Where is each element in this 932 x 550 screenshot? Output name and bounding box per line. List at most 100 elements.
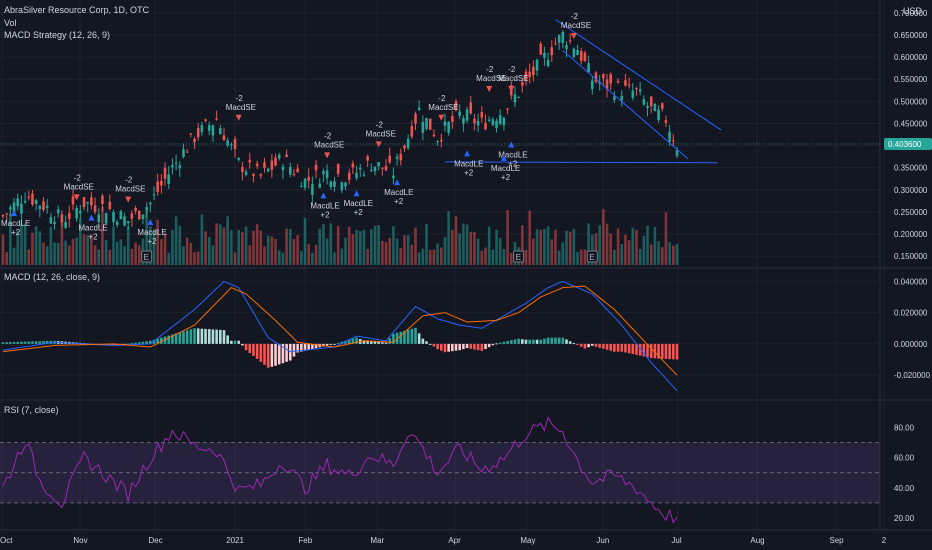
candle-body <box>31 193 34 205</box>
candle-body <box>524 71 528 80</box>
volume-bar <box>557 250 561 265</box>
candle-body <box>193 138 196 143</box>
macd-histogram-bar <box>112 343 115 346</box>
candle-body <box>613 96 616 100</box>
annotation-short-label: MacdSE <box>561 21 591 30</box>
volume-bar <box>307 244 310 265</box>
volume-bar <box>171 229 174 265</box>
volume-bar <box>609 233 612 265</box>
rsi-line <box>2 416 678 524</box>
candle-body <box>56 209 60 214</box>
candle-body <box>123 216 126 226</box>
volume-bar <box>613 249 616 265</box>
macd-histogram-bar <box>167 335 171 344</box>
macd-histogram-bar <box>185 330 189 344</box>
candle-body <box>292 173 296 175</box>
earnings-marker-label: E <box>144 253 149 262</box>
candle-body <box>215 118 218 120</box>
volume-bar <box>163 233 167 265</box>
volume-bar <box>495 229 498 265</box>
candle-body <box>86 202 89 204</box>
volume-bar <box>90 234 93 265</box>
candle-body <box>480 112 484 118</box>
macd-histogram-bar <box>425 341 428 344</box>
price-axis-tick: 0.350000 <box>894 164 928 173</box>
macd-histogram-bar <box>521 339 524 344</box>
volume-bar <box>616 228 620 265</box>
macd-histogram-bar <box>207 329 211 344</box>
volume-bar <box>152 229 156 265</box>
candle-body <box>627 84 631 86</box>
candle-body <box>307 176 310 181</box>
volume-bar <box>631 228 635 265</box>
candle-body <box>631 90 635 98</box>
candle-body <box>672 140 675 142</box>
volume-bar <box>79 218 82 265</box>
volume-bar <box>344 237 347 265</box>
candle-body <box>513 94 517 103</box>
macd-histogram-bar <box>454 343 458 351</box>
candle-body <box>502 117 506 126</box>
volume-bar <box>627 240 631 265</box>
volume-bar <box>447 211 450 265</box>
candle-body <box>351 163 355 168</box>
volume-bar <box>458 233 461 265</box>
candle-body <box>388 155 392 163</box>
volume-bar <box>660 247 664 265</box>
macd-histogram-bar <box>1 342 5 344</box>
macd-histogram-bar <box>270 343 274 367</box>
macd-histogram-bar <box>130 343 134 345</box>
volume-bar <box>377 224 380 265</box>
volume-bar <box>53 242 56 265</box>
price-axis-tick: 0.300000 <box>894 186 928 195</box>
macd-histogram-bar <box>495 343 498 345</box>
candle-body <box>318 183 322 188</box>
volume-bar <box>550 239 554 265</box>
macd-histogram-bar <box>583 343 587 349</box>
candle-body <box>68 213 71 219</box>
candle-body <box>646 105 649 108</box>
volume-bar <box>417 252 421 265</box>
macd-histogram-bar <box>543 338 546 344</box>
volume-bar <box>605 223 609 265</box>
price-axis-tick: 0.650000 <box>894 31 928 40</box>
macd-histogram-bar <box>156 338 159 344</box>
volume-bar <box>539 229 543 265</box>
macd-histogram-bar <box>605 343 609 350</box>
macd-histogram-bar <box>23 341 27 344</box>
volume-bar <box>270 236 274 265</box>
annotation-short-qty: -2 <box>324 131 332 140</box>
price-axis-tick: 0.450000 <box>894 119 928 128</box>
macd-histogram-bar <box>502 341 506 344</box>
macd-histogram-bar <box>292 343 296 357</box>
macd-histogram-bar <box>20 341 23 344</box>
candle-body <box>178 165 182 169</box>
macd-histogram-bar <box>616 343 620 352</box>
volume-bar <box>388 237 392 265</box>
macd-histogram-bar <box>182 331 185 344</box>
macd-histogram-bar <box>126 343 130 345</box>
macd-pane-label: MACD (12, 26, close, 9) <box>4 272 101 282</box>
volume-bar <box>653 227 657 265</box>
volume-bar <box>333 252 336 265</box>
channel-lower-line <box>562 50 689 160</box>
volume-bar <box>322 224 325 265</box>
candle-body <box>12 202 16 212</box>
candle-body <box>200 124 204 133</box>
candle-body <box>660 103 664 109</box>
candle-body <box>495 120 498 129</box>
annotation-long-label: MacdLE <box>454 159 483 168</box>
candle-body <box>521 82 524 86</box>
macd-histogram-bar <box>491 343 495 346</box>
volume-bar <box>373 225 377 265</box>
macd-axis-tick: 0.000000 <box>894 340 928 349</box>
macd-histogram-bar <box>638 343 642 356</box>
long-signal-arrow <box>88 214 95 221</box>
earnings-marker-label: E <box>516 253 521 262</box>
time-axis-tick: Oct <box>0 536 13 545</box>
macd-histogram-bar <box>329 343 333 345</box>
volume-bar <box>491 249 495 265</box>
macd-histogram-bar <box>233 340 237 344</box>
